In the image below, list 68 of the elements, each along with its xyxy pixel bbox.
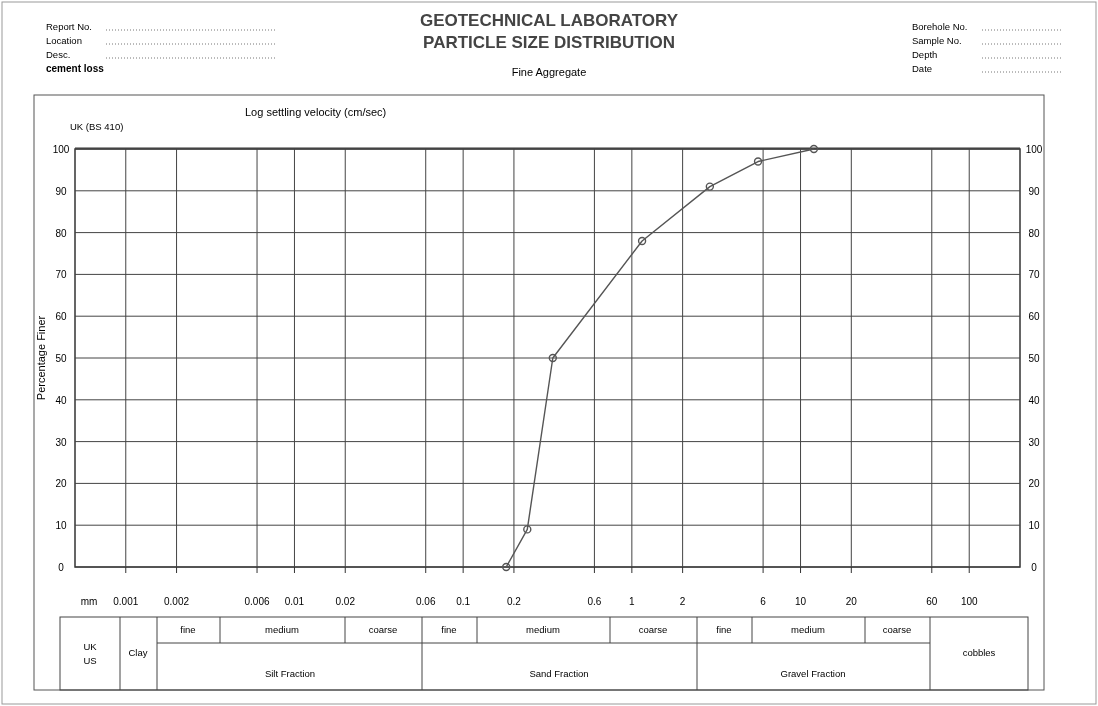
x-tick-label: 10 bbox=[794, 596, 807, 607]
text: Gravel Fraction bbox=[780, 668, 846, 679]
y-axis-title: Percentage Finer bbox=[35, 315, 47, 401]
y-tick-label: 80 bbox=[55, 227, 67, 239]
text: Location bbox=[46, 35, 82, 46]
x-tick-label: 0.01 bbox=[284, 596, 305, 607]
y-tick-label: 90 bbox=[55, 185, 67, 197]
x-tick-label: 20 bbox=[845, 596, 858, 607]
y-tick-label: 20 bbox=[55, 478, 67, 490]
text: cobbles bbox=[962, 647, 996, 658]
chart-subtitle: Fine Aggregate bbox=[511, 66, 587, 78]
text: UK bbox=[83, 641, 98, 652]
y2-tick-label: 0 bbox=[1031, 562, 1038, 573]
text: Depth bbox=[912, 49, 938, 60]
y-tick-label: 0 bbox=[58, 562, 65, 573]
text: Clay bbox=[128, 647, 148, 658]
x-tick-label: 60 bbox=[926, 596, 938, 607]
x-tick-label: 0.02 bbox=[335, 596, 356, 607]
y-tick-label: 70 bbox=[55, 269, 67, 281]
x-tick-label: 0.001 bbox=[113, 596, 139, 607]
y-tick-label: 40 bbox=[55, 394, 67, 406]
x-tick-label: 0.006 bbox=[244, 596, 270, 607]
y2-tick-label: 40 bbox=[1028, 394, 1040, 406]
text: coarse bbox=[882, 624, 912, 635]
text: medium bbox=[265, 624, 299, 635]
y-tick-label: 30 bbox=[55, 436, 67, 448]
text: fine bbox=[180, 624, 196, 635]
chart-title: GEOTECHNICAL LABORATORY PARTICLE SIZE DISTRIBUTION bbox=[419, 11, 679, 52]
y2-tick-label: 50 bbox=[1028, 353, 1040, 364]
text: Report No. bbox=[46, 21, 92, 32]
y-tick-label: 60 bbox=[55, 311, 67, 323]
y2-tick-label: 70 bbox=[1028, 269, 1040, 281]
x-tick-label: 0.2 bbox=[506, 596, 522, 607]
y2-tick-label: 30 bbox=[1028, 436, 1040, 448]
x-tick-label: 1 bbox=[629, 596, 636, 607]
text: Silt Fraction bbox=[264, 668, 316, 679]
x-tick-label: 2 bbox=[679, 596, 686, 607]
text: UK (BS 410) bbox=[70, 121, 124, 132]
y2-tick-label: 10 bbox=[1028, 520, 1040, 532]
text: Date bbox=[912, 63, 933, 74]
text: medium bbox=[526, 624, 560, 635]
text: coarse bbox=[368, 624, 398, 635]
y2-tick-label: 100 bbox=[1025, 144, 1043, 155]
text: cement loss bbox=[46, 63, 105, 74]
text: medium bbox=[791, 624, 825, 635]
y-tick-label: 50 bbox=[55, 353, 67, 364]
y2-tick-label: 20 bbox=[1028, 478, 1040, 490]
text: fine bbox=[716, 624, 732, 635]
x-axis-title: mm bbox=[80, 596, 98, 607]
x-tick-label: 0.06 bbox=[416, 596, 436, 607]
text: Borehole No. bbox=[912, 21, 968, 32]
text: fine bbox=[441, 624, 457, 635]
text: US bbox=[83, 655, 97, 666]
y-tick-label: 100 bbox=[52, 144, 70, 155]
text: coarse bbox=[638, 624, 668, 635]
x-tick-label: 0.002 bbox=[164, 596, 190, 607]
text: Sample No. bbox=[912, 35, 962, 46]
x-tick-label: 100 bbox=[960, 596, 978, 607]
x2-axis-title: Log settling velocity (cm/sec) bbox=[245, 106, 387, 118]
x-tick-label: 6 bbox=[760, 596, 767, 607]
x-tick-label: 0.6 bbox=[587, 596, 602, 607]
text: Desc. bbox=[46, 49, 71, 60]
y-tick-label: 10 bbox=[55, 520, 67, 532]
text: Sand Fraction bbox=[529, 668, 589, 679]
y2-tick-label: 60 bbox=[1028, 311, 1040, 323]
y2-tick-label: 80 bbox=[1028, 227, 1040, 239]
x-tick-label: 0.1 bbox=[456, 596, 471, 607]
y2-tick-label: 90 bbox=[1028, 185, 1040, 197]
